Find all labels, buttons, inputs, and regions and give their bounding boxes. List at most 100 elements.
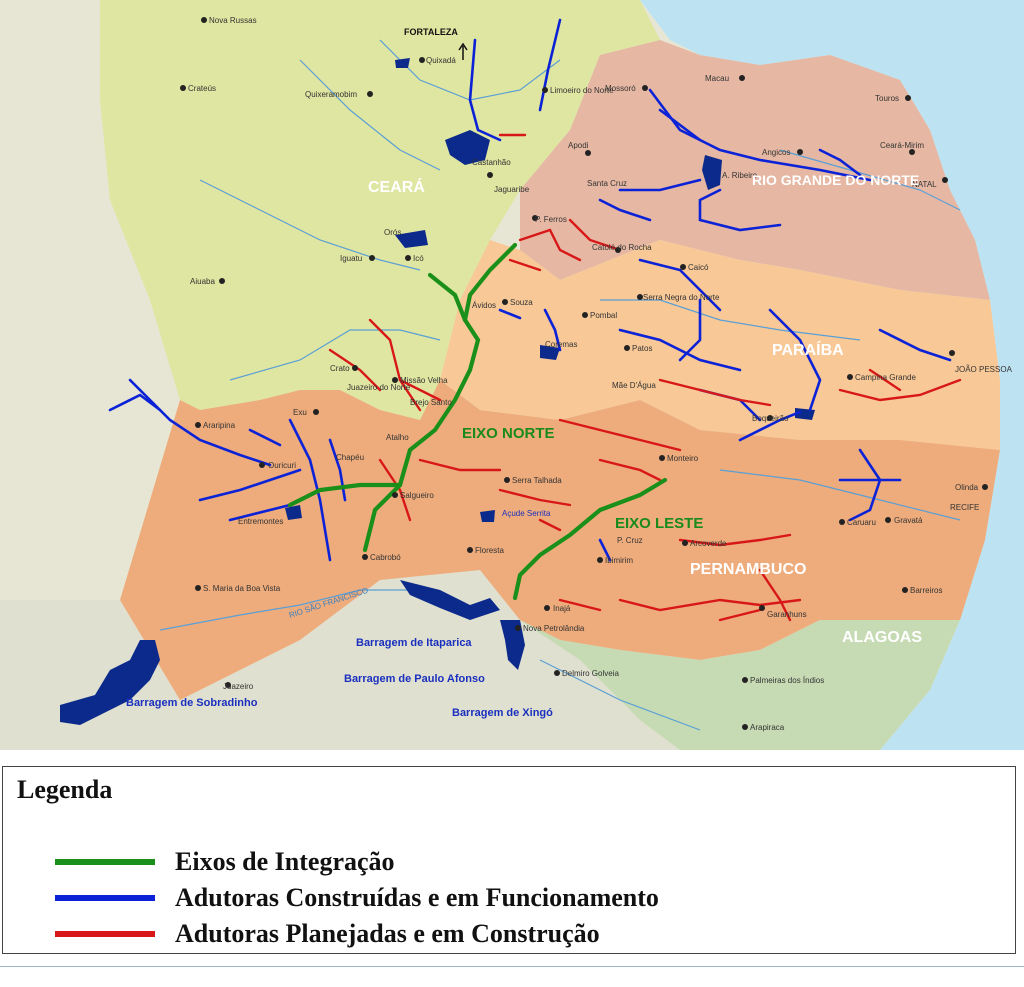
city-label: A. Ribeiro — [722, 171, 758, 180]
eixo-norte-west — [287, 482, 403, 508]
city-label: Olinda — [955, 483, 979, 492]
city-label: Ouricuri — [268, 461, 296, 470]
bottom-divider — [0, 966, 1024, 967]
state-pb — [440, 240, 1000, 450]
city-label: Patos — [632, 344, 652, 353]
state-ceara — [100, 0, 660, 420]
city-label: Brejo Santo — [410, 398, 452, 407]
city-label: P. Cruz — [617, 536, 643, 545]
legend-swatch-red — [55, 931, 155, 937]
legend-item-label: Eixos de Integração — [175, 847, 395, 876]
city-label: Arapiraca — [750, 723, 785, 732]
city-label: Angicos — [762, 148, 790, 157]
reservoirs — [60, 58, 815, 725]
legend-item-label: Adutoras Planejadas e em Construção — [175, 919, 600, 948]
entremontes-reservoir — [285, 505, 302, 520]
state-rn — [520, 40, 990, 300]
armando-ribeiro-reservoir — [702, 155, 722, 190]
itaparica-reservoir — [400, 580, 500, 620]
city-label: Juazeiro — [223, 682, 254, 691]
blue-adductors — [108, 18, 952, 562]
castanhao-reservoir — [445, 130, 490, 165]
city-label: Santa Cruz — [587, 179, 627, 188]
city-label: Barreiros — [910, 586, 942, 595]
sobradinho-reservoir — [60, 640, 160, 725]
state-alagoas — [520, 620, 960, 750]
city-label: Orós — [384, 228, 401, 237]
city-label: P. Ferros — [535, 215, 567, 224]
state-label-pe: PERNAMBUCO — [690, 561, 806, 578]
red-adductors — [328, 133, 962, 622]
city-label: Souza — [510, 298, 533, 307]
legend-swatch-blue — [55, 895, 155, 901]
state-bahia — [0, 570, 680, 750]
city-label: Mãe D'Água — [612, 381, 656, 390]
city-labels: Nova Russas FORTALEZA Quixadá Limoeiro d… — [188, 16, 1013, 732]
city-label: Araripina — [203, 421, 236, 430]
paulo-afonso-reservoir — [500, 620, 525, 670]
legend: Legenda Eixos de Integração Adutoras Con… — [2, 766, 1016, 954]
city-label: Cabrobó — [370, 553, 401, 562]
dam-label-paulo-afonso: Barragem de Paulo Afonso — [344, 673, 485, 685]
legend-swatch-green — [55, 859, 155, 865]
city-label: Campina Grande — [855, 373, 916, 382]
city-label: Iguatu — [340, 254, 362, 263]
city-label: Serra Talhada — [512, 476, 562, 485]
city-label: Nova Petrolândia — [523, 624, 585, 633]
city-label: Coremas — [545, 340, 577, 349]
city-label: Nova Russas — [209, 16, 257, 25]
city-label: Juazeiro do Norte — [347, 383, 411, 392]
city-label: Exu — [293, 408, 307, 417]
city-label: Garanhuns — [767, 610, 807, 619]
city-label: S. Maria da Boa Vista — [203, 584, 281, 593]
state-label-al: ALAGOAS — [842, 629, 922, 646]
city-label: Touros — [875, 94, 899, 103]
city-label: Quixeramobim — [305, 90, 357, 99]
city-label: Quixadá — [426, 56, 456, 65]
dam-label-sobradinho: Barragem de Sobradinho — [126, 697, 258, 709]
city-label: Açude Serrita — [502, 509, 551, 518]
city-label: Pombal — [590, 311, 617, 320]
city-label: Arcoverde — [690, 539, 727, 548]
north-arrow-icon — [458, 42, 468, 60]
oros-reservoir — [395, 230, 428, 248]
city-label: Ibimirim — [605, 556, 633, 565]
city-label: Macau — [705, 74, 729, 83]
city-label: Jaguaribe — [494, 185, 530, 194]
legend-item-built-adductors: Adutoras Construídas e em Funcionamento — [55, 883, 659, 913]
dam-label-xingo: Barragem de Xingó — [452, 707, 553, 719]
city-label: Delmiro Golveia — [562, 669, 619, 678]
city-label: NATAL — [912, 180, 937, 189]
city-label: RECIFE — [950, 503, 979, 512]
city-label: Salgueiro — [400, 491, 434, 500]
city-label: Catolé do Rocha — [592, 243, 652, 252]
city-label: Serra Negra do Norte — [643, 293, 720, 302]
state-label-pb: PARAÍBA — [772, 340, 844, 359]
eixo-norte-branch — [427, 272, 468, 323]
city-label: Floresta — [475, 546, 504, 555]
integration-axes — [287, 242, 668, 601]
legend-item-planned-adductors: Adutoras Planejadas e em Construção — [55, 919, 600, 949]
legend-item-integration-axes: Eixos de Integração — [55, 847, 395, 877]
city-label: Crateús — [188, 84, 216, 93]
map: RIO SÃO FRANCISCO — [0, 0, 1024, 750]
dam-label-itaparica: Barragem de Itaparica — [356, 637, 472, 649]
axis-label-leste: EIXO LESTE — [615, 515, 703, 532]
city-label: Chapéu — [336, 453, 364, 462]
ocean — [600, 0, 1024, 750]
city-label: Palmeiras dos Índios — [750, 676, 824, 685]
legend-title: Legenda — [17, 775, 113, 804]
eixo-leste-line — [512, 477, 668, 601]
city-label: Monteiro — [667, 454, 699, 463]
city-label: Entremontes — [238, 517, 283, 526]
eixo-norte-line — [362, 242, 518, 553]
city-label: Apodi — [568, 141, 589, 150]
city-label: Castanhão — [472, 158, 511, 167]
serrita-reservoir — [480, 510, 495, 522]
city-label: Missão Velha — [400, 376, 448, 385]
city-label: Boqueirão — [752, 414, 789, 423]
coremas-reservoir — [540, 345, 560, 360]
city-label: Icó — [413, 254, 424, 263]
city-label: Crato — [330, 364, 350, 373]
legend-item-label: Adutoras Construídas e em Funcionamento — [175, 883, 659, 912]
